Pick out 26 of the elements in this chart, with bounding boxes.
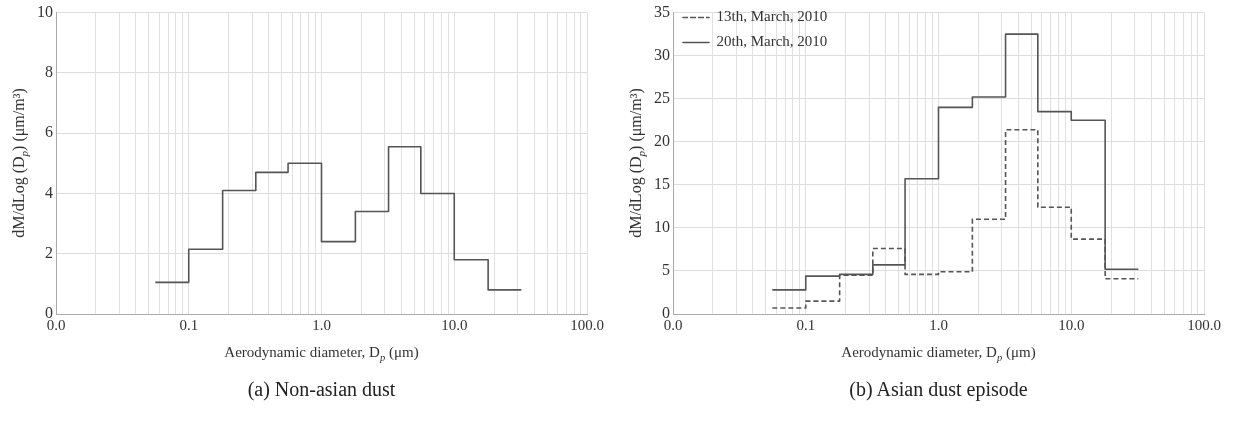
x-tick-label: 0.1 [179,316,199,333]
legend-label: 13th, March, 2010 [716,8,828,25]
text: (b) Asian dust episode [849,378,1028,401]
x-axis-title: Aerodynamic diameter, D$_{p}$ (μm) [224,344,419,363]
y-tick-label: 6 [45,123,53,141]
x-tick-label: 10.0 [1058,316,1085,333]
y-tick-label: 10 [37,2,53,20]
y-tick-label: 4 [45,183,53,201]
x-axis-title: Aerodynamic diameter, D$_{p}$ (μm) [841,344,1036,363]
y-tick-label: 2 [45,243,53,261]
y-tick-label: 8 [45,63,53,81]
y-tick-label: 20 [654,131,670,149]
y-tick-label: 15 [654,175,670,193]
legend-label: 20th, March, 2010 [716,33,828,50]
y-tick-label: 30 [654,45,670,63]
x-tick-label: 0.1 [796,316,816,333]
x-tick-label: 100.0 [1187,316,1221,333]
text: (a) Non-asian dust [247,378,396,401]
x-tick-label: 100.0 [570,316,604,333]
x-tick-label: 1.0 [929,316,948,333]
x-tick-label: 10.0 [441,316,468,333]
y-tick-label: 10 [654,218,670,236]
y-tick-label: 35 [654,2,670,20]
x-tick-label: 1.0 [312,316,331,333]
y-tick-label: 25 [654,88,670,106]
y-tick-label: 5 [662,261,670,279]
